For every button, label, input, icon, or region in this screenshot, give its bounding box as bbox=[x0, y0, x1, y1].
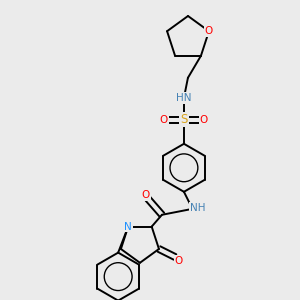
Text: O: O bbox=[175, 256, 183, 266]
Text: S: S bbox=[180, 113, 188, 126]
Text: O: O bbox=[205, 26, 213, 36]
Text: HN: HN bbox=[176, 93, 192, 103]
Text: O: O bbox=[160, 115, 168, 125]
Text: O: O bbox=[200, 115, 208, 125]
Text: N: N bbox=[124, 222, 132, 232]
Text: O: O bbox=[142, 190, 150, 200]
Text: NH: NH bbox=[190, 203, 206, 213]
